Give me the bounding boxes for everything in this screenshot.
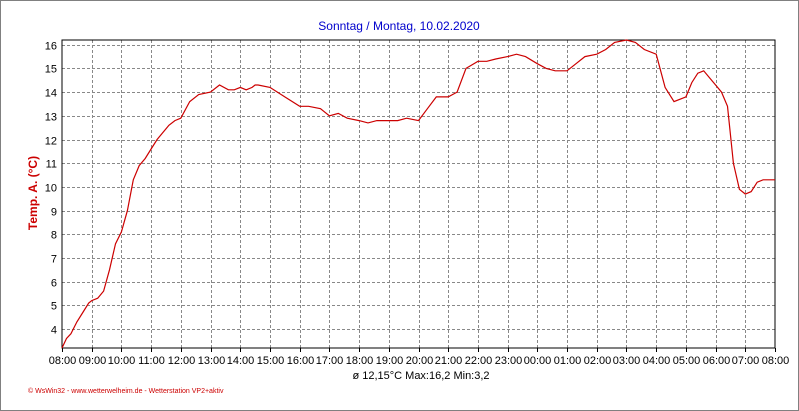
- x-tick-label: 13:00: [198, 355, 226, 367]
- x-tick-label: 15:00: [257, 355, 285, 367]
- y-tick-label: 10: [45, 183, 57, 195]
- grid-lines: [62, 40, 775, 348]
- y-tick-label: 13: [45, 112, 57, 124]
- x-tick-label: 07:00: [732, 355, 760, 367]
- y-tick-label: 5: [51, 301, 57, 313]
- series-line-temperature: [61, 39, 775, 349]
- x-tick-label: 16:00: [287, 355, 315, 367]
- y-tick-label: 8: [51, 230, 57, 242]
- x-tick-label: 08:00: [49, 355, 77, 367]
- y-tick-label: 15: [45, 64, 57, 76]
- y-axis-label: Temp. A. (°C): [26, 156, 40, 230]
- x-tick-label: 10:00: [108, 355, 136, 367]
- x-tick-label: 08:00: [762, 355, 790, 367]
- x-tick-label: 17:00: [316, 355, 344, 367]
- x-tick-label: 20:00: [406, 355, 434, 367]
- y-tick-label: 16: [45, 41, 57, 53]
- stats-summary: ø 12,15°C Max:16,2 Min:3,2: [352, 370, 489, 382]
- x-tick-label: 14:00: [227, 355, 255, 367]
- x-axis-ticks: 08:00 09:00 10:00 11:00 12:00 13:00 14:00 15:00…: [49, 348, 790, 367]
- y-tick-label: 9: [51, 207, 57, 219]
- x-tick-label: 03:00: [613, 355, 641, 367]
- x-tick-label: 22:00: [465, 355, 493, 367]
- x-tick-label: 02:00: [584, 355, 612, 367]
- x-tick-label: 00:00: [524, 355, 552, 367]
- plot-border: [61, 39, 776, 349]
- x-tick-label: 12:00: [168, 355, 196, 367]
- y-tick-label: 11: [46, 159, 57, 171]
- x-tick-label: 19:00: [376, 355, 404, 367]
- x-tick-label: 05:00: [673, 355, 701, 367]
- y-tick-label: 12: [45, 136, 57, 148]
- y-tick-label: 6: [51, 278, 57, 290]
- y-tick-label: 4: [51, 325, 57, 337]
- y-axis-ticks: 4 5 6 7 8 9 10 11 12 13 14 15 16: [45, 41, 57, 337]
- x-tick-label: 18:00: [346, 355, 374, 367]
- y-tick-label: 7: [51, 254, 57, 266]
- y-tick-label: 14: [45, 88, 57, 100]
- x-tick-label: 23:00: [495, 355, 523, 367]
- x-tick-label: 21:00: [435, 355, 463, 367]
- chart-title: Sonntag / Montag, 10.02.2020: [318, 19, 480, 33]
- footer-credit: © WsWin32 - www.wetterwelheim.de - Wette…: [28, 387, 224, 395]
- plot-area: [62, 40, 775, 348]
- x-tick-label: 09:00: [79, 355, 107, 367]
- x-tick-label: 06:00: [703, 355, 731, 367]
- x-tick-label: 11:00: [138, 355, 165, 367]
- x-tick-label: 01:00: [554, 355, 582, 367]
- x-tick-label: 04:00: [643, 355, 671, 367]
